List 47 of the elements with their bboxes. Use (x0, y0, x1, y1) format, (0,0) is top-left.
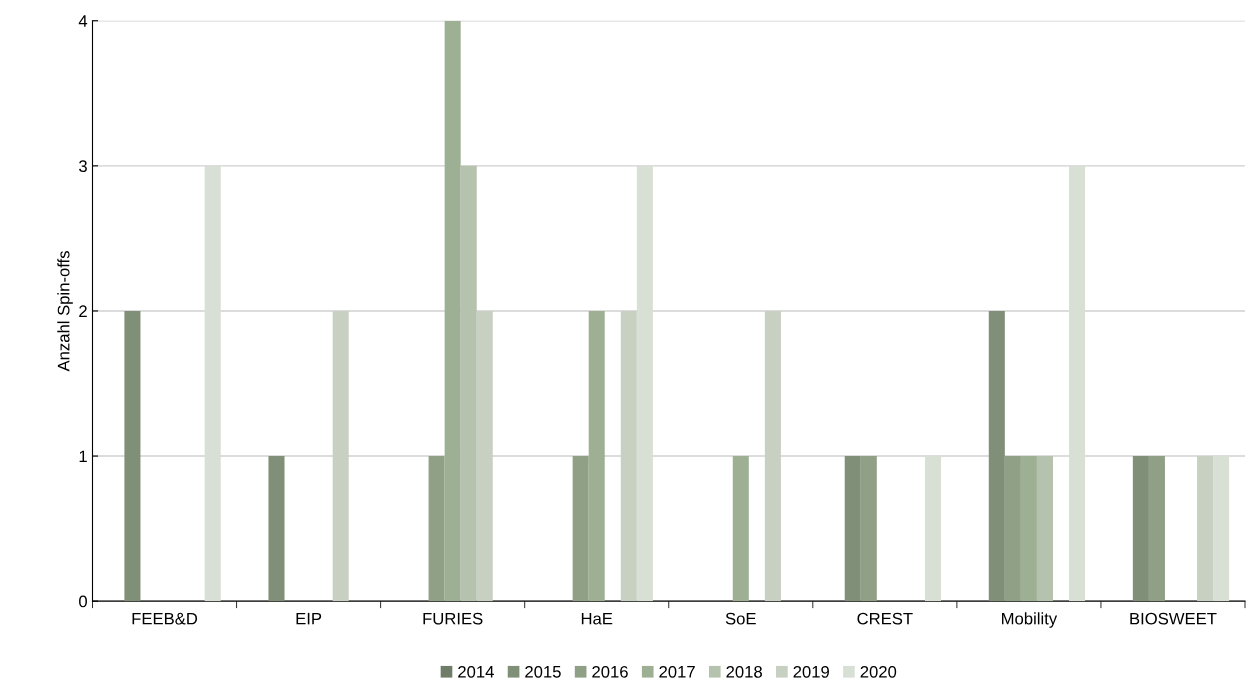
x-tick-label: FURIES (423, 612, 483, 625)
y-tick-label: 2 (79, 305, 87, 317)
bar (268, 456, 285, 602)
y-tick-label: 3 (79, 160, 87, 173)
bar (860, 456, 877, 602)
bar (332, 310, 349, 602)
bar (588, 310, 605, 602)
x-tick-label: HaE (581, 612, 613, 625)
x-tick-label: CREST (857, 612, 913, 625)
legend-label: 2019 (793, 665, 829, 678)
bar (1197, 456, 1214, 602)
bar (1148, 456, 1165, 602)
x-tick-label: BIOSWEET (1130, 612, 1217, 625)
bar (1213, 456, 1230, 602)
bar (988, 310, 1005, 602)
bar (620, 310, 637, 602)
bar (924, 456, 942, 602)
bar (732, 456, 749, 602)
y-tick-label: 1 (79, 450, 87, 463)
bar (460, 165, 477, 602)
bar (1132, 456, 1149, 602)
bar (1069, 165, 1086, 602)
y-tick-label: 4 (78, 15, 88, 27)
x-tick-label: FEEB&D (132, 612, 198, 625)
legend-label: 2020 (860, 665, 897, 678)
legend-label: 2014 (458, 665, 494, 678)
x-tick-label: SoE (725, 612, 756, 625)
bar (844, 456, 861, 602)
x-tick-label: Mobility (1002, 612, 1058, 628)
bar (1004, 456, 1021, 602)
bar (204, 165, 221, 602)
bar (1036, 456, 1053, 602)
bar (636, 165, 653, 602)
legend-label: 2017 (659, 665, 695, 678)
bar (476, 310, 493, 602)
y-tick-label: 0 (79, 595, 87, 608)
x-tick-label: EIP (296, 612, 322, 625)
bar (444, 20, 461, 602)
y-axis-title: Anzahl Spin-offs (57, 251, 73, 372)
legend-label: 2018 (726, 665, 762, 678)
legend-label: 2015 (525, 665, 561, 678)
legend-label: 2016 (592, 665, 628, 678)
bar (572, 456, 589, 602)
bar (764, 310, 781, 602)
bar (428, 456, 445, 602)
bar (124, 310, 141, 602)
bar (1020, 456, 1037, 602)
